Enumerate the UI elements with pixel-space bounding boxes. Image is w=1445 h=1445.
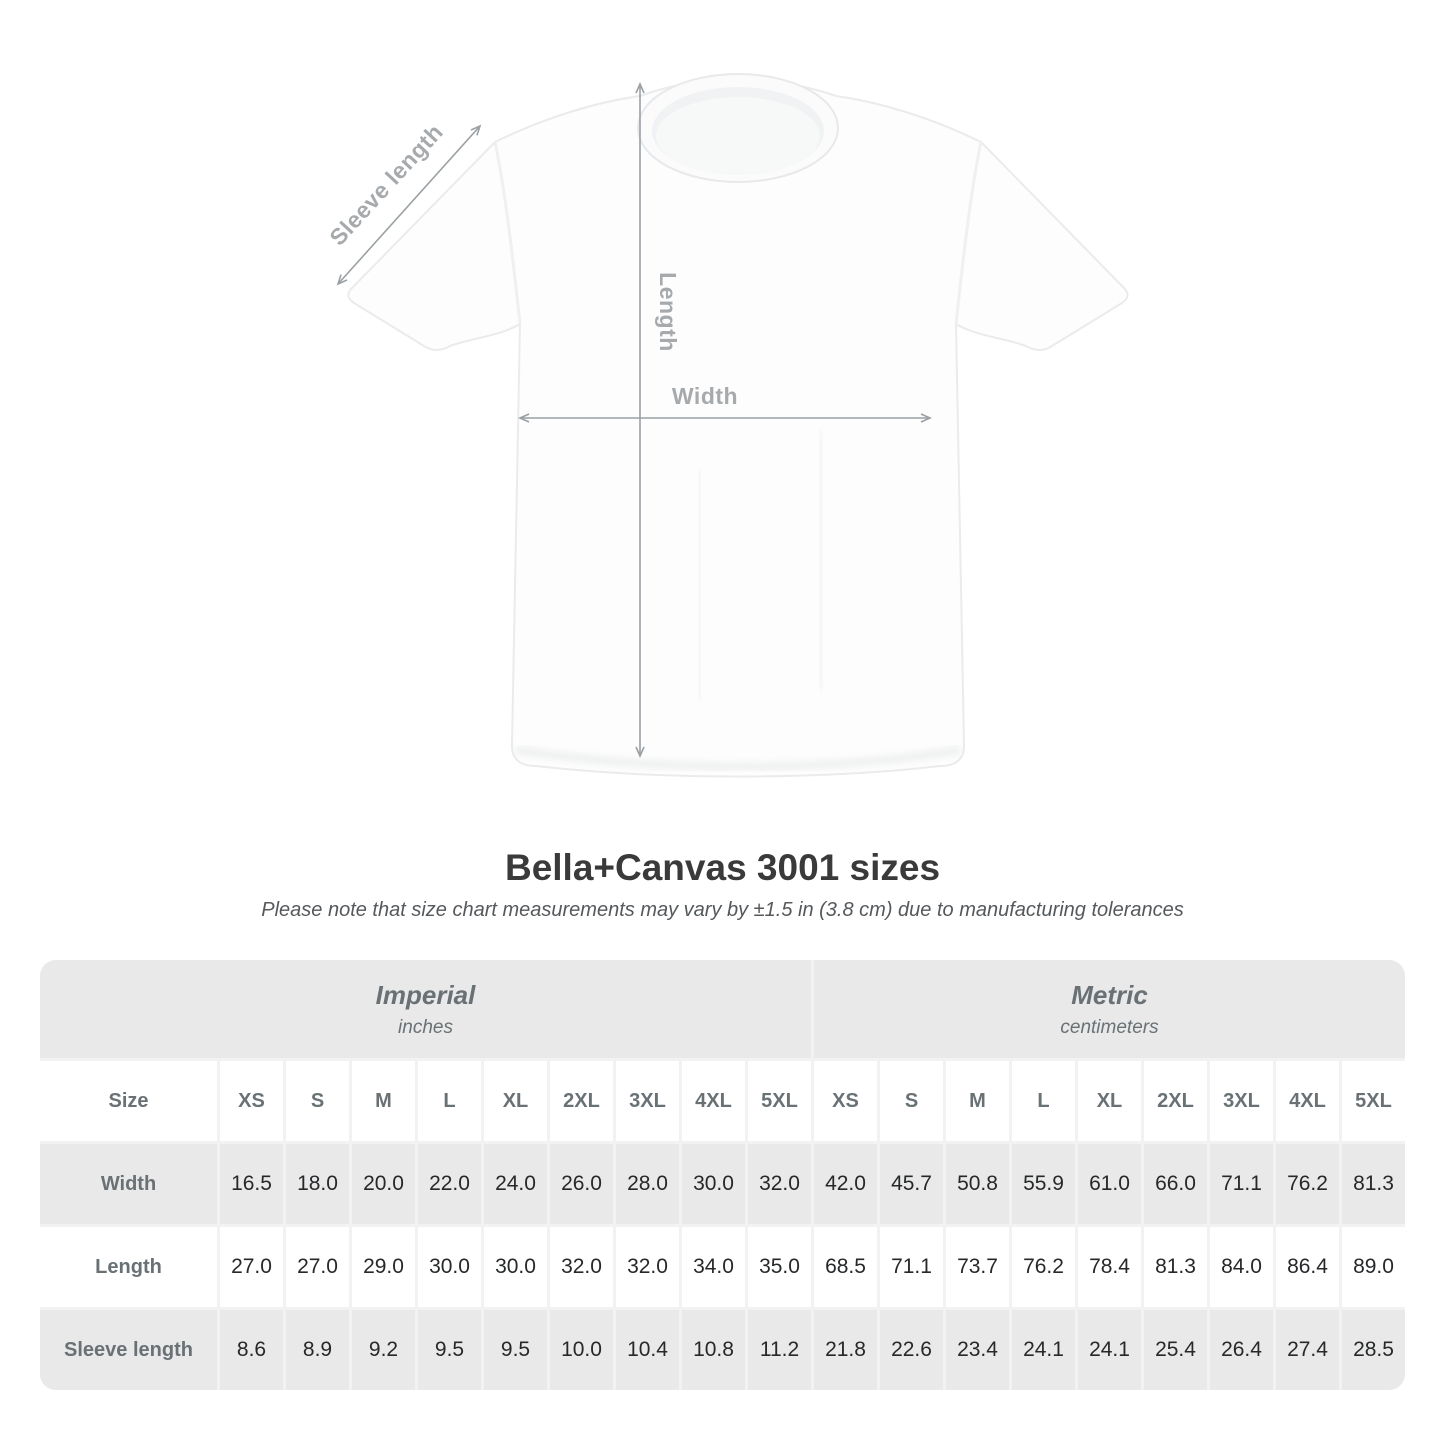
imperial-measurement-cell: 10.4 — [616, 1310, 679, 1390]
metric-header-unit: centimeters — [1060, 1016, 1159, 1038]
metric-measurement-cell: 89.0 — [1342, 1227, 1405, 1307]
metric-measurement-cell: 66.0 — [1144, 1144, 1207, 1224]
imperial-size-header: XS — [220, 1061, 283, 1141]
metric-size-header: L — [1012, 1061, 1075, 1141]
metric-measurement-cell: 61.0 — [1078, 1144, 1141, 1224]
imperial-measurement-cell: 8.9 — [286, 1310, 349, 1390]
imperial-measurement-cell: 29.0 — [352, 1227, 415, 1307]
metric-measurement-cell: 24.1 — [1078, 1310, 1141, 1390]
metric-measurement-cell: 26.4 — [1210, 1310, 1273, 1390]
imperial-header-unit: inches — [398, 1016, 453, 1038]
metric-measurement-cell: 84.0 — [1210, 1227, 1273, 1307]
metric-measurement-cell: 45.7 — [880, 1144, 943, 1224]
width-label: Width — [672, 383, 738, 409]
imperial-size-header: S — [286, 1061, 349, 1141]
imperial-size-header: XL — [484, 1061, 547, 1141]
imperial-header-title: Imperial — [375, 979, 476, 1010]
imperial-size-header: 4XL — [682, 1061, 745, 1141]
metric-measurement-cell: 86.4 — [1276, 1227, 1339, 1307]
metric-size-header: 3XL — [1210, 1061, 1273, 1141]
imperial-measurement-cell: 30.0 — [418, 1227, 481, 1307]
size-row-label: Size — [40, 1061, 217, 1141]
left-sleeve-seam — [493, 141, 522, 325]
metric-measurement-cell: 78.4 — [1078, 1227, 1141, 1307]
metric-measurement-cell: 25.4 — [1144, 1310, 1207, 1390]
metric-measurement-cell: 73.7 — [946, 1227, 1009, 1307]
metric-size-header: XS — [814, 1061, 877, 1141]
imperial-size-header: L — [418, 1061, 481, 1141]
metric-measurement-cell: 71.1 — [1210, 1144, 1273, 1224]
imperial-measurement-cell: 10.8 — [682, 1310, 745, 1390]
length-label: Length — [655, 272, 681, 352]
imperial-measurement-cell: 28.0 — [616, 1144, 679, 1224]
metric-measurement-cell: 76.2 — [1276, 1144, 1339, 1224]
measurement-arrows — [336, 82, 932, 758]
imperial-measurement-cell: 8.6 — [220, 1310, 283, 1390]
imperial-measurement-cell: 18.0 — [286, 1144, 349, 1224]
metric-measurement-cell: 68.5 — [814, 1227, 877, 1307]
fabric-fold — [817, 429, 825, 691]
metric-size-header: 5XL — [1342, 1061, 1405, 1141]
imperial-measurement-cell: 10.0 — [550, 1310, 613, 1390]
imperial-size-header: 5XL — [748, 1061, 811, 1141]
size-table: Imperial inches Metric centimeters Size X… — [40, 960, 1405, 1390]
metric-size-header: M — [946, 1061, 1009, 1141]
imperial-measurement-cell: 27.0 — [220, 1227, 283, 1307]
metric-size-header: S — [880, 1061, 943, 1141]
imperial-measurement-cell: 30.0 — [682, 1144, 745, 1224]
metric-measurement-cell: 24.1 — [1012, 1310, 1075, 1390]
row-label: Sleeve length — [40, 1310, 217, 1390]
shirt-measurement-diagram: Width Length Sleeve length — [324, 73, 1129, 778]
right-sleeve-seam — [954, 141, 983, 325]
imperial-measurement-cell: 16.5 — [220, 1144, 283, 1224]
row-label: Width — [40, 1144, 217, 1224]
metric-header: Metric centimeters — [814, 960, 1405, 1058]
metric-size-header: 2XL — [1144, 1061, 1207, 1141]
metric-header-title: Metric — [1071, 979, 1148, 1010]
page-title: Bella+Canvas 3001 sizes — [504, 847, 941, 888]
imperial-measurement-cell: 34.0 — [682, 1227, 745, 1307]
metric-size-header: XL — [1078, 1061, 1141, 1141]
imperial-measurement-cell: 24.0 — [484, 1144, 547, 1224]
metric-measurement-cell: 55.9 — [1012, 1144, 1075, 1224]
imperial-size-header: 3XL — [616, 1061, 679, 1141]
metric-measurement-cell: 81.3 — [1342, 1144, 1405, 1224]
imperial-header: Imperial inches — [40, 960, 811, 1058]
metric-measurement-cell: 22.6 — [880, 1310, 943, 1390]
imperial-measurement-cell: 9.5 — [418, 1310, 481, 1390]
imperial-measurement-cell: 11.2 — [748, 1310, 811, 1390]
imperial-measurement-cell: 30.0 — [484, 1227, 547, 1307]
imperial-measurement-cell: 26.0 — [550, 1144, 613, 1224]
hem-shadow — [515, 746, 961, 771]
row-label: Length — [40, 1227, 217, 1307]
metric-measurement-cell: 42.0 — [814, 1144, 877, 1224]
imperial-measurement-cell: 27.0 — [286, 1227, 349, 1307]
metric-measurement-cell: 28.5 — [1342, 1310, 1405, 1390]
imperial-measurement-cell: 9.2 — [352, 1310, 415, 1390]
metric-size-header: 4XL — [1276, 1061, 1339, 1141]
sleeve-length-arrow — [336, 124, 482, 286]
metric-measurement-cell: 23.4 — [946, 1310, 1009, 1390]
imperial-measurement-cell: 9.5 — [484, 1310, 547, 1390]
imperial-measurement-cell: 32.0 — [550, 1227, 613, 1307]
metric-measurement-cell: 76.2 — [1012, 1227, 1075, 1307]
metric-measurement-cell: 81.3 — [1144, 1227, 1207, 1307]
imperial-measurement-cell: 20.0 — [352, 1144, 415, 1224]
shirt-illustration — [347, 73, 1129, 778]
collar-inner-highlight — [656, 97, 820, 175]
metric-measurement-cell: 21.8 — [814, 1310, 877, 1390]
page-subtitle: Please note that size chart measurements… — [261, 899, 1184, 921]
fabric-fold — [696, 469, 704, 701]
imperial-measurement-cell: 35.0 — [748, 1227, 811, 1307]
shirt-body — [347, 78, 1129, 778]
metric-measurement-cell: 50.8 — [946, 1144, 1009, 1224]
imperial-size-header: 2XL — [550, 1061, 613, 1141]
imperial-measurement-cell: 32.0 — [748, 1144, 811, 1224]
imperial-measurement-cell: 22.0 — [418, 1144, 481, 1224]
metric-measurement-cell: 71.1 — [880, 1227, 943, 1307]
metric-measurement-cell: 27.4 — [1276, 1310, 1339, 1390]
imperial-size-header: M — [352, 1061, 415, 1141]
imperial-measurement-cell: 32.0 — [616, 1227, 679, 1307]
